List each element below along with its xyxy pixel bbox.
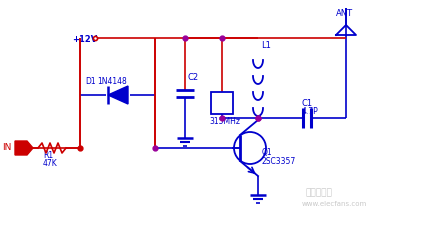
Text: IN: IN: [2, 144, 12, 153]
Text: ANT: ANT: [336, 10, 353, 19]
Text: R1: R1: [43, 152, 53, 160]
Text: SAW: SAW: [215, 99, 232, 109]
Text: +12V: +12V: [72, 35, 97, 44]
Polygon shape: [15, 141, 33, 155]
Text: D1: D1: [85, 78, 95, 86]
Bar: [211, 92, 233, 114]
Text: 1N4148: 1N4148: [97, 78, 127, 86]
Text: Q1: Q1: [262, 149, 273, 158]
Text: 4.7P: 4.7P: [302, 106, 319, 115]
Text: 315MHz: 315MHz: [209, 118, 240, 127]
Text: 47K: 47K: [43, 159, 58, 168]
Text: C1: C1: [302, 99, 313, 109]
Text: www.elecfans.com: www.elecfans.com: [302, 201, 367, 207]
Text: 电子发烧友: 电子发烧友: [305, 188, 332, 198]
Text: C2: C2: [188, 74, 199, 83]
Text: L1: L1: [261, 41, 271, 50]
Text: 2SC3357: 2SC3357: [262, 157, 296, 165]
Polygon shape: [108, 86, 128, 104]
